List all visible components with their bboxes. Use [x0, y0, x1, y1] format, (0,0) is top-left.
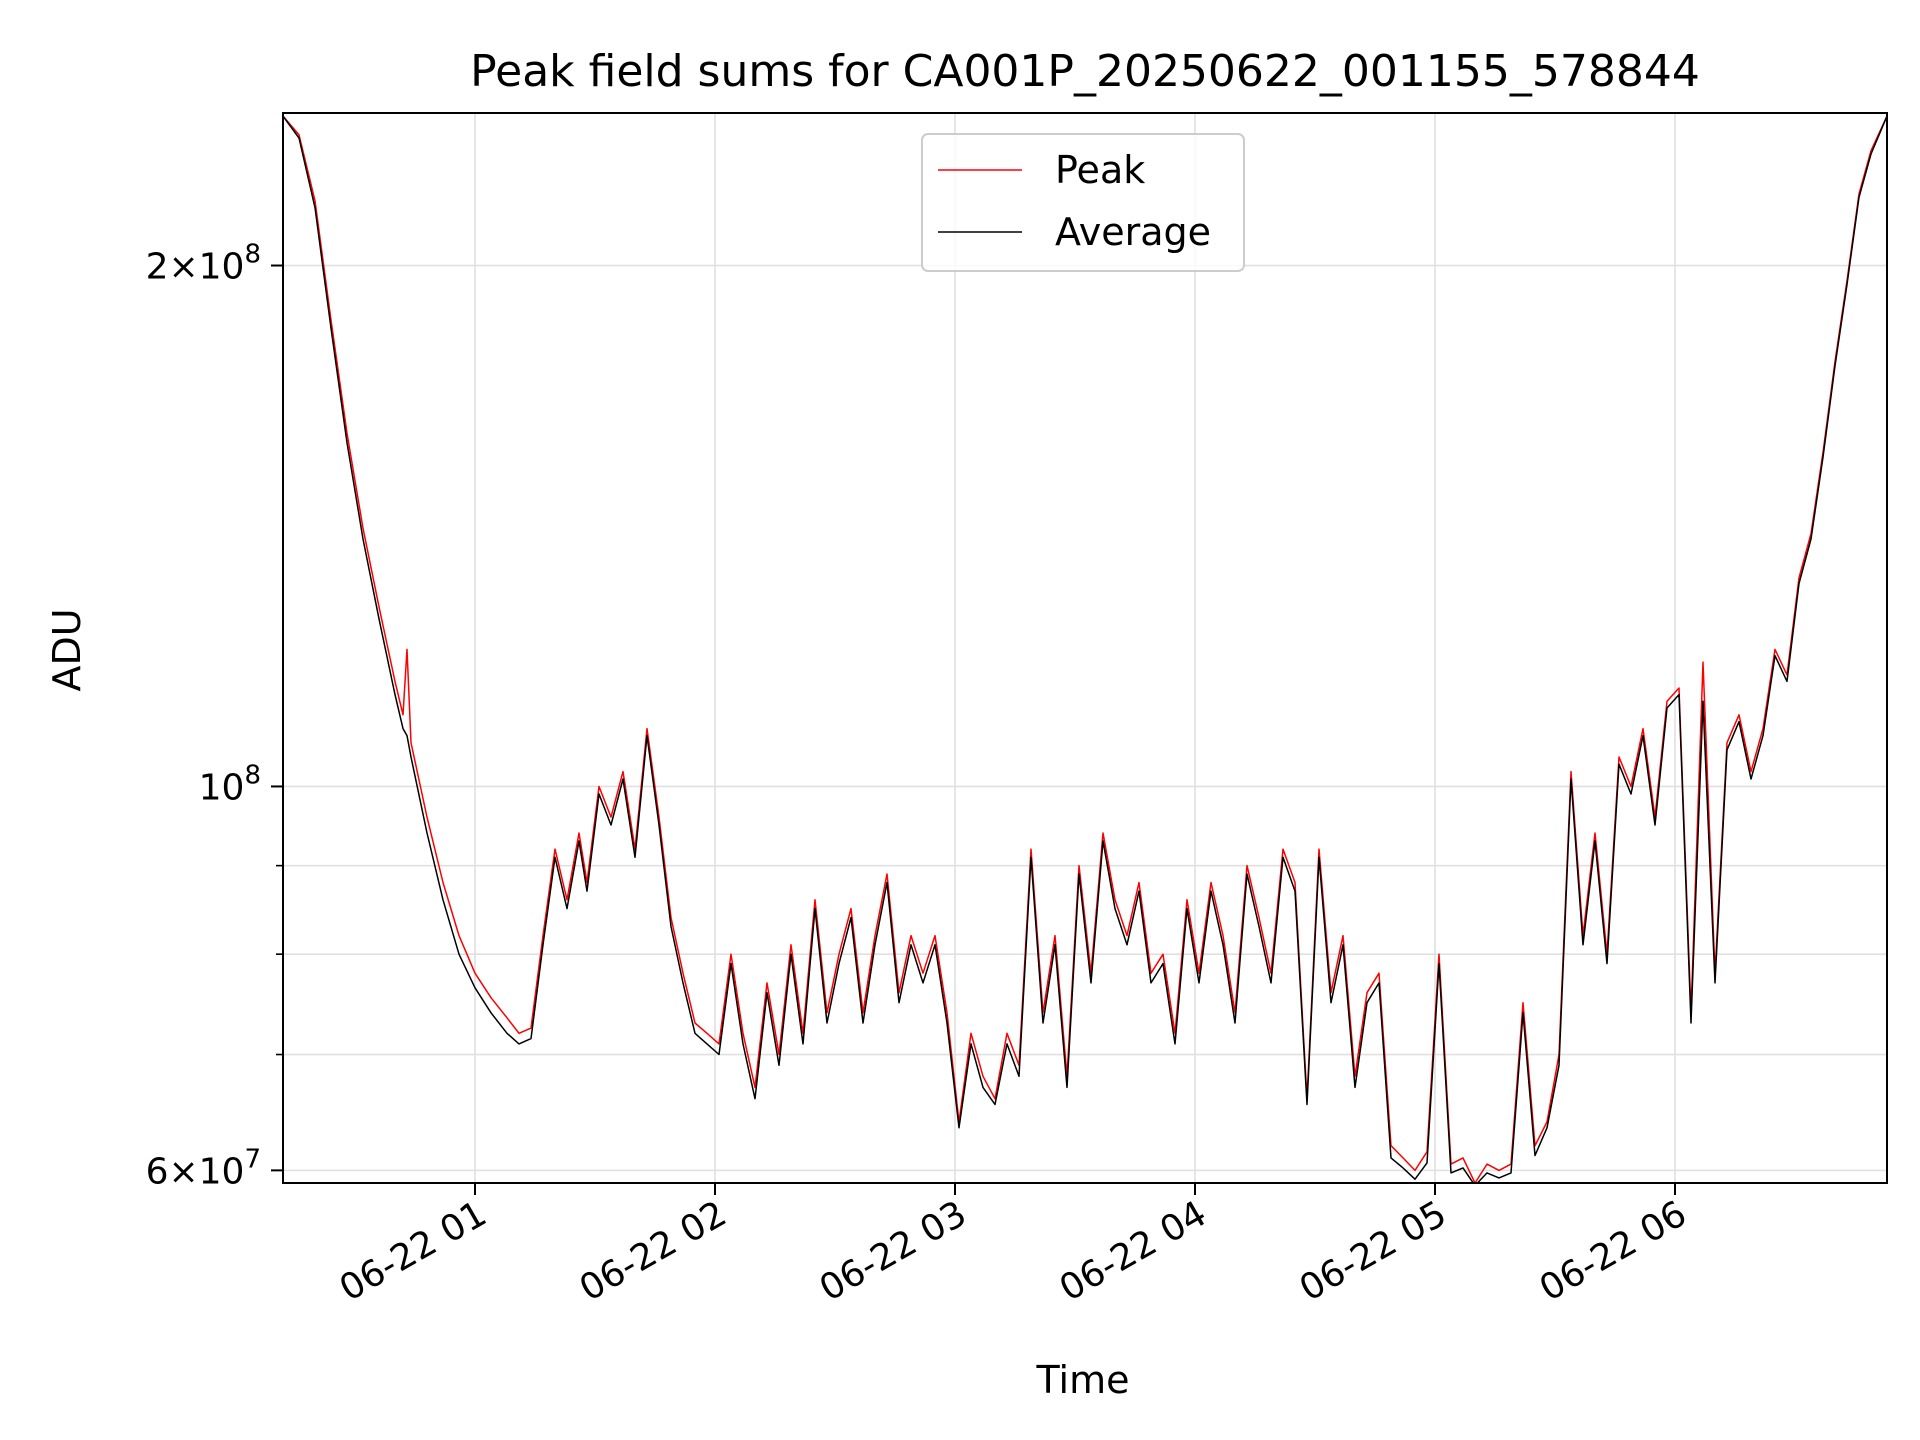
axes-frame — [282, 112, 1888, 1184]
legend-label-average: Average — [1055, 210, 1211, 254]
y-axis-label: ADU — [45, 608, 89, 691]
y-tick-label: 2×108 — [146, 240, 261, 288]
legend: Peak Average — [921, 133, 1245, 272]
series-lines — [283, 115, 1887, 1183]
y-tick-label: 6×107 — [146, 1144, 261, 1192]
legend-label-peak: Peak — [1055, 148, 1145, 192]
grid — [283, 113, 1887, 1183]
legend-box — [921, 133, 1245, 272]
plot-area — [283, 115, 1887, 1183]
chart-title: Peak field sums for CA001P_20250622_0011… — [470, 46, 1700, 97]
series-line-average — [283, 115, 1887, 1183]
x-axis-label: Time — [1036, 1358, 1130, 1402]
